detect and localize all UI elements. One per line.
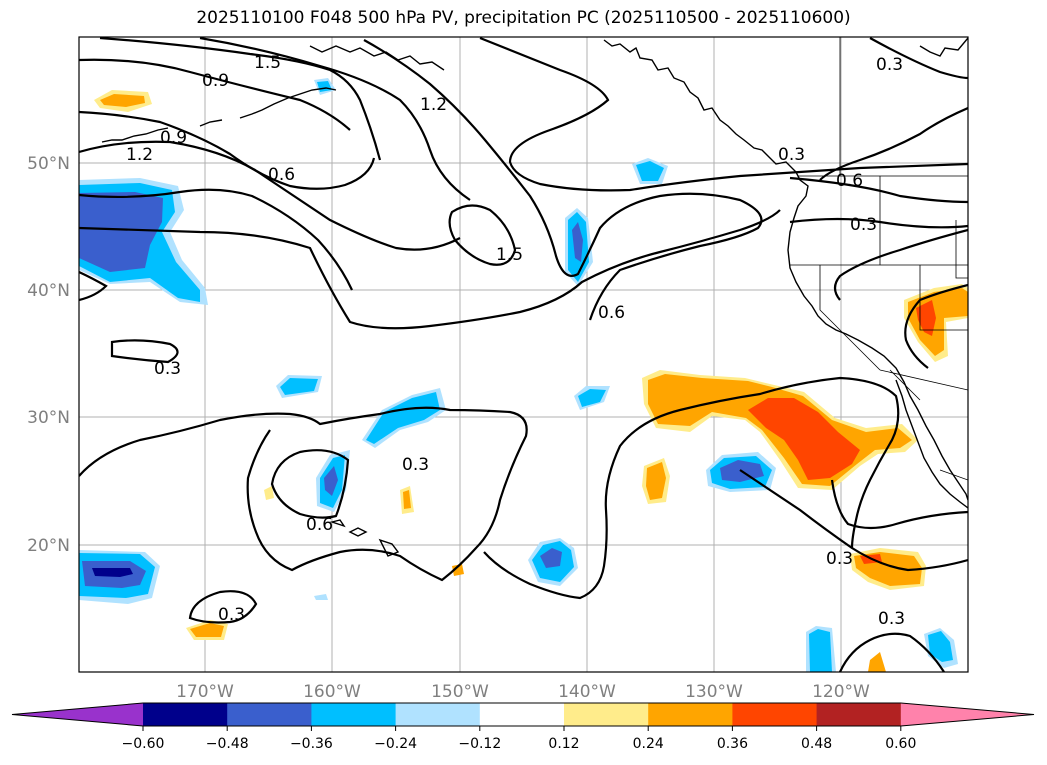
lon-label: 160°W [303, 682, 361, 702]
colorbar-tick-label: −0.12 [458, 736, 501, 752]
contour-label: 0.3 [154, 359, 181, 379]
lat-label: 20°N [27, 536, 70, 556]
state-borders [790, 37, 968, 481]
colorbar-segment [227, 703, 312, 726]
contour-label: 1.5 [496, 245, 523, 265]
colorbar-tick-label: 0.12 [548, 736, 579, 752]
contour-label: 0.3 [778, 145, 805, 165]
colorbar-tick-label: 0.60 [885, 736, 916, 752]
contour-label: 0.3 [218, 605, 245, 625]
lon-label: 140°W [558, 682, 616, 702]
colorbar-tick-label: −0.48 [206, 736, 249, 752]
colorbar-segment [732, 703, 818, 726]
precip-negative-areas [79, 78, 958, 672]
map-frame [78, 36, 969, 673]
pv-contour-labels: 1.5 0.9 0.9 1.2 1.2 0.6 1.5 0.6 0.3 0.3 … [126, 53, 905, 629]
contour-label: 0.9 [202, 71, 229, 91]
colorbar-segment [648, 703, 733, 726]
map-area [79, 37, 968, 672]
colorbar-segment [311, 703, 397, 726]
contour-label: 0.6 [306, 515, 333, 535]
longitude-labels: 170°W 160°W 150°W 140°W 130°W 120°W [176, 682, 870, 702]
colorbar-segment [395, 703, 481, 726]
contour-label: 1.2 [420, 95, 447, 115]
contour-label: 1.2 [126, 145, 153, 165]
contour-label: 0.3 [850, 215, 877, 235]
latitude-labels: 50°N 40°N 30°N 20°N [27, 154, 70, 556]
colorbar-tick-label: 0.24 [633, 736, 664, 752]
colorbar-segment [816, 703, 902, 726]
contour-label: 0.3 [876, 55, 903, 75]
colorbar-segment [564, 703, 649, 726]
contour-label: 0.6 [268, 165, 295, 185]
coastlines [101, 37, 968, 557]
contour-label: 0.3 [402, 455, 429, 475]
colorbar-segment [143, 703, 228, 726]
map-title: 2025110100 F048 500 hPa PV, precipitatio… [196, 8, 851, 28]
lat-label: 40°N [27, 281, 70, 301]
colorbar-tick-label: −0.60 [122, 736, 165, 752]
pv-contours [79, 37, 968, 672]
contour-label: 0.3 [826, 549, 853, 569]
colorbar-extend-high [900, 703, 1034, 726]
colorbar-segment [479, 703, 565, 726]
lat-label: 30°N [27, 408, 70, 428]
colorbar-tick-label: 0.36 [717, 736, 748, 752]
colorbar-tick-label: 0.48 [801, 736, 832, 752]
lon-label: 170°W [176, 682, 234, 702]
contour-label: 0.6 [836, 171, 863, 191]
contour-label: 0.3 [878, 609, 905, 629]
lat-label: 50°N [27, 154, 70, 174]
colorbar-tick-label: −0.36 [290, 736, 333, 752]
colorbar-tick-label: −0.24 [374, 736, 417, 752]
lon-label: 130°W [685, 682, 743, 702]
colorbar: −0.60 −0.48 −0.36 −0.24 −0.12 0.12 0.24 0.36 0.4… [11, 702, 1035, 752]
contour-label: 1.5 [254, 53, 281, 73]
colorbar-extend-low [12, 703, 143, 726]
contour-label: 0.9 [160, 128, 187, 148]
lon-label: 120°W [812, 682, 870, 702]
contour-label: 0.6 [598, 303, 625, 323]
lon-label: 150°W [431, 682, 489, 702]
